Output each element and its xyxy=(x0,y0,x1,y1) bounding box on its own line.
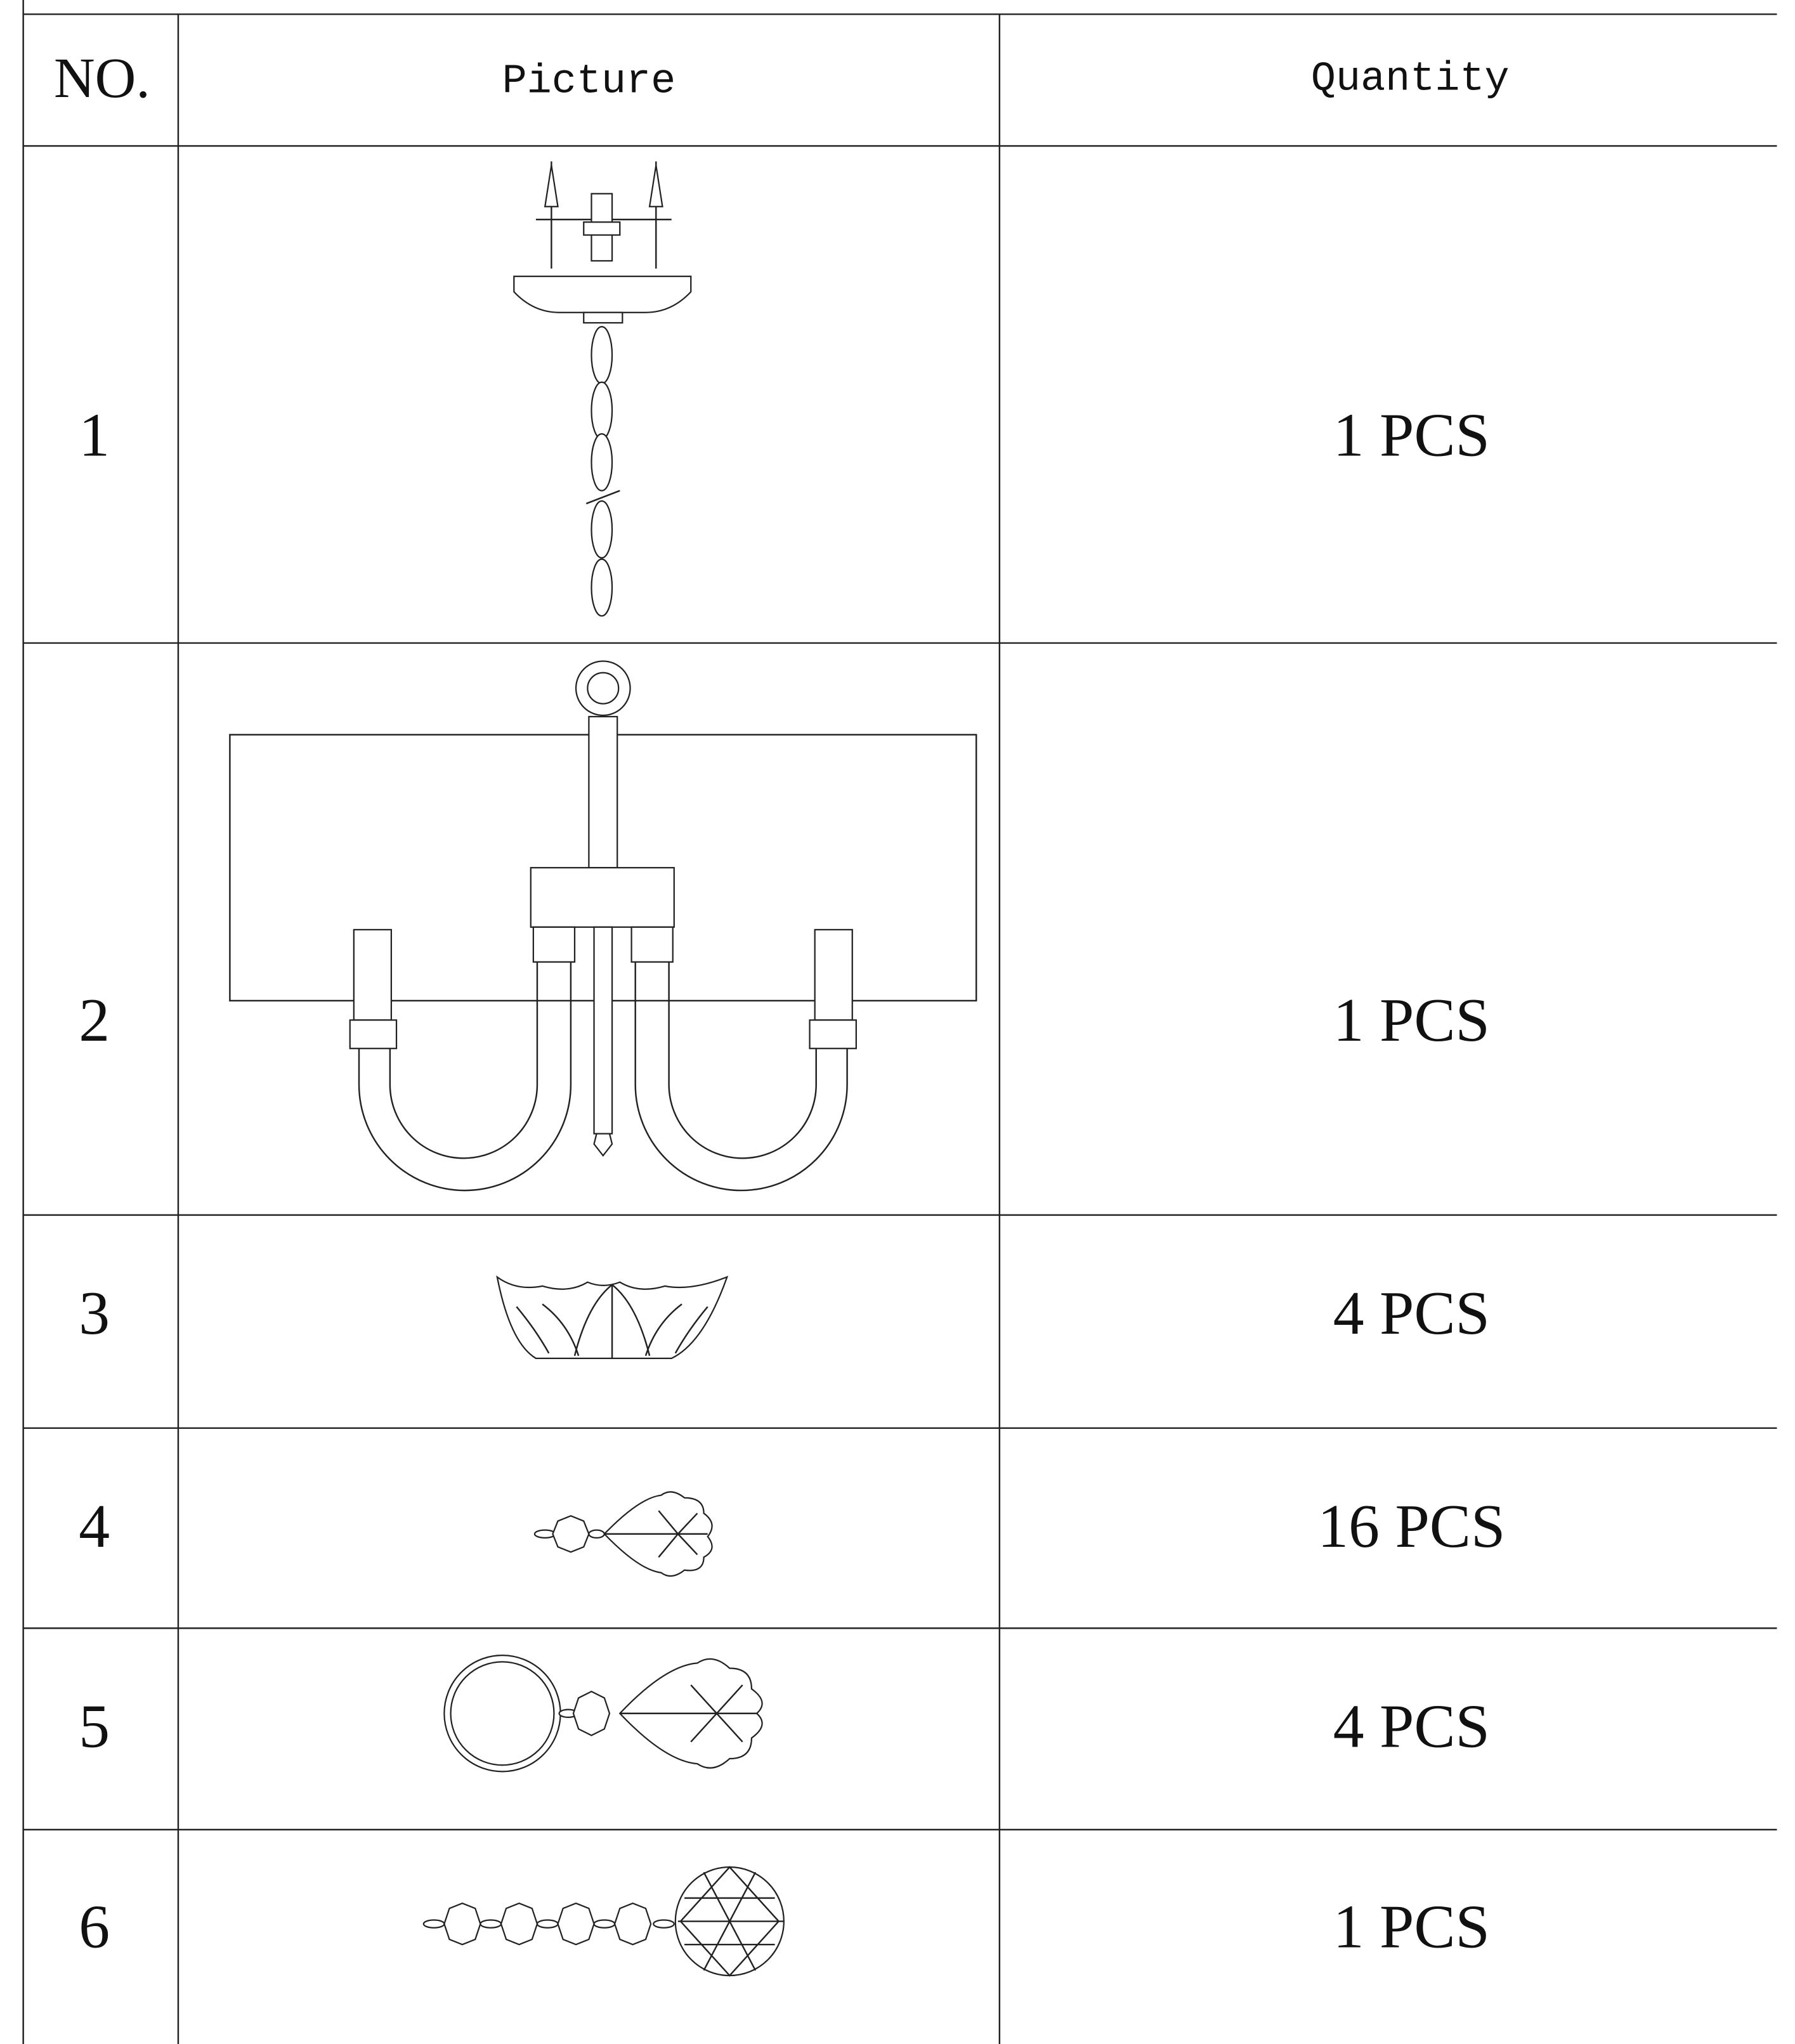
header-picture: Picture xyxy=(502,58,676,105)
row-quantity: 4 PCS xyxy=(1333,1279,1490,1348)
row-quantity: 1 PCS xyxy=(1333,1892,1490,1961)
row-number: 6 xyxy=(79,1892,110,1961)
header-no: NO. xyxy=(54,47,150,110)
row-number: 1 xyxy=(79,401,110,470)
ring-pendant-drawing xyxy=(443,1655,763,1773)
row-quantity: 1 PCS xyxy=(1333,401,1490,470)
bowl-drawing xyxy=(496,1275,729,1359)
row-number: 4 xyxy=(79,1492,110,1561)
row-quantity: 4 PCS xyxy=(1333,1693,1490,1761)
row-number: 5 xyxy=(79,1693,110,1761)
chandelier-drawing xyxy=(229,660,977,1192)
bead-strand-drawing xyxy=(422,1866,785,1977)
canopy-drawing xyxy=(513,161,692,617)
header-quantity: Quantity xyxy=(1311,55,1510,102)
row-quantity: 16 PCS xyxy=(1317,1492,1505,1561)
row-number: 2 xyxy=(79,986,110,1055)
row-quantity: 1 PCS xyxy=(1333,986,1490,1055)
table-grid xyxy=(22,0,1777,2044)
row-number: 3 xyxy=(79,1279,110,1348)
pendant-drawing xyxy=(533,1491,713,1577)
